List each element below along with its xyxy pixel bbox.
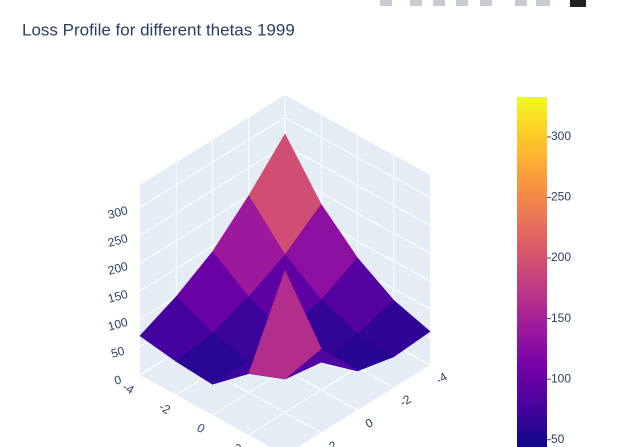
y-tick-label: -2 — [397, 392, 414, 410]
pan-button[interactable] — [433, 0, 445, 6]
orbit-button[interactable] — [456, 0, 468, 6]
camera-button[interactable] — [380, 0, 392, 6]
reset-button[interactable] — [515, 0, 527, 6]
z-tick-label: 300 — [106, 203, 129, 222]
surface-patch — [248, 269, 322, 380]
x-tick-label: 2 — [231, 441, 244, 447]
y-tick-label: 2 — [326, 438, 339, 447]
colorbar-tick-label: 300 — [551, 129, 571, 143]
x-tick-label: 0 — [195, 421, 208, 437]
hover-button[interactable] — [536, 0, 550, 6]
z-tick-label: 0 — [113, 372, 123, 387]
colorbar-tick-label: 50 — [551, 432, 565, 446]
plotly-logo[interactable] — [570, 0, 586, 7]
x-tick-label: -4 — [120, 380, 137, 398]
colorbar-tick-label: 250 — [551, 190, 571, 204]
colorbar-tick-label: 100 — [551, 371, 571, 385]
chart-title: Loss Profile for different thetas 1999 — [22, 20, 295, 39]
z-tick-label: 150 — [106, 287, 129, 306]
y-tick-label: -4 — [433, 369, 450, 387]
turntable-button[interactable] — [480, 0, 492, 6]
colorbar-tick-label: 150 — [551, 311, 571, 325]
y-tick-label: 0 — [363, 415, 376, 431]
z-tick-label: 250 — [106, 231, 129, 250]
colorbar — [517, 97, 547, 447]
zoom-button[interactable] — [410, 0, 422, 6]
z-tick-label: 50 — [110, 344, 127, 361]
z-tick-label: 200 — [106, 259, 129, 278]
z-tick-label: 100 — [106, 315, 129, 334]
colorbar-tick-label: 200 — [551, 250, 571, 264]
x-tick-label: -2 — [157, 400, 174, 418]
modebar — [380, 0, 586, 7]
